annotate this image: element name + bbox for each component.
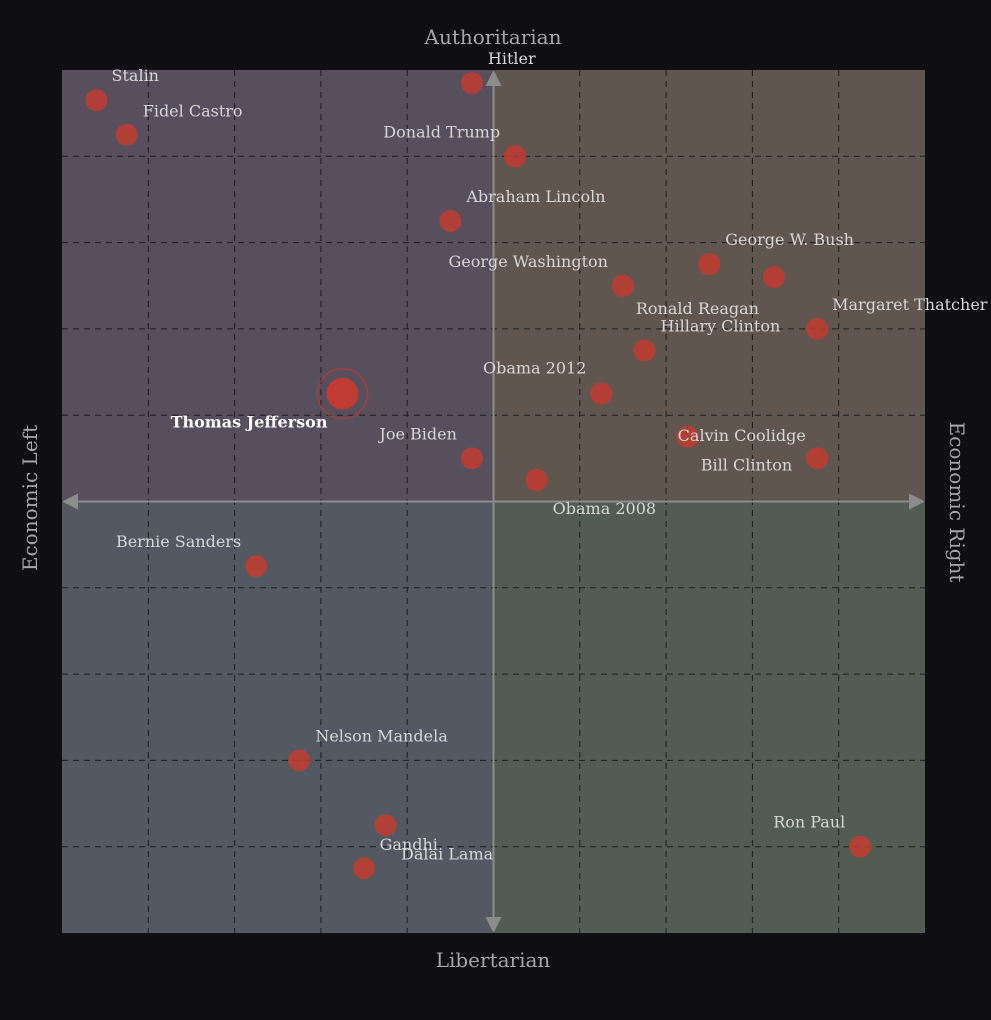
x-axis-arrow-right (909, 493, 925, 510)
quadrant-bottom-right (493, 501, 925, 933)
label-bernie-sanders: Bernie Sanders (116, 532, 241, 551)
label-joe-biden: Joe Biden (377, 424, 457, 443)
axis-title-top: Authoritarian (424, 25, 562, 49)
point-donald-trump (504, 145, 527, 168)
point-labels: Stalin Fidel Castro Hitler Donald Trump Abra… (112, 49, 988, 863)
point-abraham-lincoln (439, 210, 462, 233)
point-ronald-reagan (762, 266, 785, 289)
point-dalai-lama (353, 857, 376, 880)
label-stalin: Stalin (112, 66, 159, 85)
axis-title-bottom: Libertarian (436, 948, 551, 972)
label-thomas-jefferson: Thomas Jefferson (171, 413, 328, 432)
axes (62, 70, 925, 933)
label-george-w-bush: George W. Bush (725, 230, 854, 249)
point-nelson-mandela (288, 749, 311, 772)
label-fidel-castro: Fidel Castro (143, 102, 243, 121)
data-points (85, 71, 872, 880)
point-george-w-bush (698, 253, 721, 276)
label-dalai-lama: Dalai Lama (401, 844, 494, 863)
point-margaret-thatcher (806, 317, 829, 340)
label-obama-2012: Obama 2012 (483, 359, 586, 378)
highlight-ring-thomas-jefferson (316, 367, 369, 420)
quadrant-top-right (493, 70, 925, 502)
point-hitler (460, 71, 483, 94)
label-margaret-thatcher: Margaret Thatcher (832, 295, 988, 314)
label-ron-paul: Ron Paul (773, 813, 845, 832)
label-george-washington: George Washington (448, 252, 607, 271)
point-gandhi (374, 814, 397, 837)
axis-title-right: Economic Right (945, 422, 969, 583)
x-axis-arrow-left (62, 493, 78, 510)
point-fidel-castro (115, 123, 138, 146)
point-obama-2012 (590, 382, 613, 405)
point-stalin (85, 89, 108, 112)
label-ronald-reagan: Ronald Reagan (636, 299, 759, 318)
point-thomas-jefferson (326, 377, 359, 410)
label-abraham-lincoln: Abraham Lincoln (465, 187, 605, 206)
label-donald-trump: Donald Trump (383, 122, 500, 141)
label-obama-2008: Obama 2008 (553, 499, 656, 518)
quadrant-bottom-left (62, 501, 494, 933)
quadrant-backgrounds (62, 70, 925, 933)
label-nelson-mandela: Nelson Mandela (315, 726, 448, 745)
axis-title-left: Economic Left (18, 425, 42, 571)
point-ron-paul (849, 835, 872, 858)
label-hillary-clinton: Hillary Clinton (661, 316, 781, 335)
label-hitler: Hitler (488, 49, 536, 68)
label-gandhi: Gandhi (380, 835, 438, 854)
point-obama-2008 (525, 468, 548, 491)
y-axis-arrow-up (485, 70, 502, 86)
point-calvin-coolidge (676, 425, 699, 448)
point-bernie-sanders (245, 555, 268, 578)
y-axis-arrow-down (485, 917, 502, 933)
point-george-washington (611, 274, 634, 297)
label-bill-clinton: Bill Clinton (701, 455, 792, 474)
point-hillary-clinton (633, 339, 656, 362)
point-bill-clinton (806, 447, 829, 470)
label-calvin-coolidge: Calvin Coolidge (678, 426, 806, 445)
point-joe-biden (460, 447, 483, 470)
